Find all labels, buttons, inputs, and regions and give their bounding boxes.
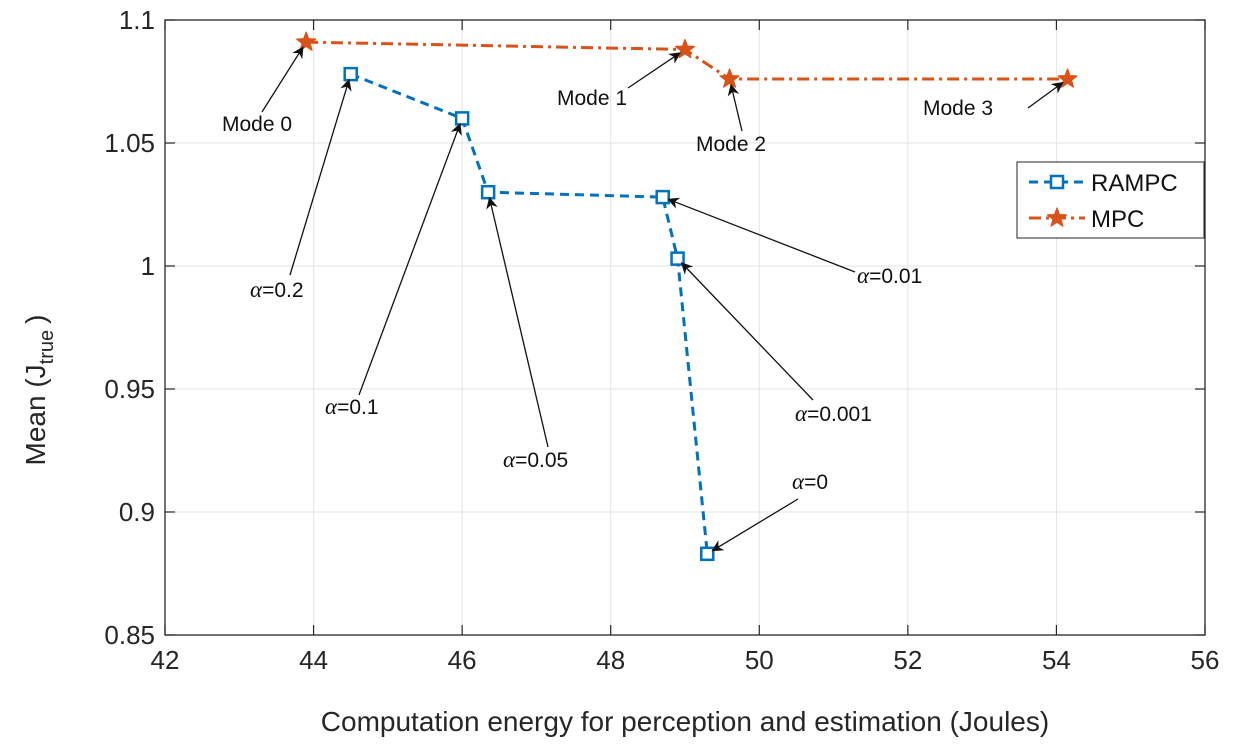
- x-tick-label: 52: [893, 645, 922, 675]
- annotation: Mode 0: [222, 46, 304, 136]
- x-tick-label: 48: [596, 645, 625, 675]
- axes-layer: 42 44 46 48 50 52 54 56 0.85 0.9 0.95 1 1.05 1.1: [104, 5, 1219, 675]
- data-point-rampc: [454, 111, 470, 126]
- annotation-value: =0.2: [262, 279, 303, 302]
- annotation-value: Mode 3: [923, 97, 993, 120]
- plot-frame: [164, 19, 1206, 636]
- annotation-label: α=0: [792, 469, 828, 494]
- annotation-alpha: α: [325, 394, 338, 419]
- y-tick-label: 0.85: [104, 620, 155, 650]
- annotation-label: α=0.05: [503, 447, 568, 472]
- x-tick-label: 46: [448, 645, 477, 675]
- legend-item-rampc: RAMPC: [1029, 170, 1178, 197]
- data-point-mpc: [674, 38, 696, 59]
- annotation-value: Mode 0: [222, 113, 292, 136]
- annotation-alpha: α: [795, 401, 808, 426]
- annotation: Mode 2: [696, 83, 766, 156]
- x-tick-label: 42: [151, 645, 180, 675]
- annotation: α=0: [711, 469, 828, 552]
- annotation-arrow: [667, 197, 856, 273]
- annotation-arrow: [261, 46, 304, 113]
- annotation-label: α=0.001: [795, 401, 872, 426]
- legend-label: RAMPC: [1091, 170, 1178, 197]
- data-point-rampc: [700, 546, 715, 562]
- annotation-label: α=0.2: [250, 277, 304, 302]
- series-mpc: [296, 31, 1078, 88]
- data-point-rampc: [670, 251, 685, 266]
- annotation-value: =0.05: [515, 449, 568, 472]
- data-point-mpc: [296, 31, 317, 51]
- annotation-alpha: α: [792, 469, 805, 494]
- legend-marker: [1049, 174, 1065, 190]
- annotation-label: Mode 2: [696, 133, 766, 156]
- annotation-label: α=0.1: [325, 394, 379, 419]
- x-tick-label: 44: [299, 645, 328, 675]
- annotation: α=0.01: [667, 197, 922, 288]
- legend: RAMPC MPC: [1016, 161, 1205, 239]
- data-point-rampc: [655, 189, 670, 205]
- annotation-alpha: α: [503, 447, 516, 472]
- annotation-alpha: α: [250, 277, 263, 302]
- y-tick-label: 1.1: [119, 5, 155, 35]
- data-point-rampc: [480, 184, 496, 200]
- y-tick-label: 1.05: [104, 128, 155, 158]
- annotation: Mode 3: [923, 81, 1064, 120]
- x-tick-label: 56: [1191, 645, 1220, 675]
- annotation-value: Mode 2: [696, 133, 766, 156]
- data-point-mpc: [1057, 68, 1078, 88]
- legend-box: [1016, 161, 1205, 239]
- series-layer: [296, 31, 1078, 562]
- grid-layer: [164, 19, 1206, 636]
- y-axis-title-subscript: true: [36, 330, 58, 364]
- annotation-arrow: [1027, 81, 1064, 109]
- x-tick-label: 50: [745, 645, 774, 675]
- annotation-value: Mode 1: [557, 87, 627, 110]
- annotation: α=0.1: [325, 122, 462, 419]
- legend-item-mpc: MPC: [1029, 206, 1144, 233]
- data-point-rampc: [343, 66, 358, 82]
- y-axis-title: Mean (Jtrue): [20, 315, 58, 466]
- annotation-label: Mode 1: [557, 87, 627, 110]
- x-tick-label: 54: [1042, 645, 1071, 675]
- annotation-value: =0.1: [337, 396, 378, 419]
- legend-marker: [1046, 207, 1068, 227]
- series-line-mpc: [306, 40, 1068, 81]
- data-point-mpc: [719, 68, 740, 88]
- annotation-label: Mode 0: [222, 113, 292, 136]
- annotation-value: =0.001: [807, 403, 872, 426]
- y-tick-label: 0.9: [119, 497, 155, 527]
- annotation-value: =0.01: [869, 265, 922, 288]
- annotation: α=0.001: [680, 262, 872, 426]
- annotation-arrow: [680, 262, 814, 401]
- y-tick-label: 1: [141, 251, 155, 281]
- series-rampc: [343, 66, 715, 562]
- annotation: Mode 1: [557, 52, 681, 110]
- annotation-label: Mode 3: [923, 97, 993, 120]
- annotation-label: α=0.01: [857, 263, 922, 288]
- y-tick-label: 0.95: [104, 374, 155, 404]
- annotation-arrow: [711, 498, 799, 552]
- annotation-value: =0: [804, 471, 828, 494]
- x-axis-title: Computation energy for perception and es…: [321, 706, 1049, 737]
- annotation-arrow: [486, 196, 549, 448]
- y-axis-title-close: ): [20, 315, 51, 324]
- series-line-rampc: [350, 72, 709, 554]
- annotation: α=0.2: [250, 78, 352, 302]
- annotation-arrow: [289, 78, 352, 276]
- legend-label: MPC: [1091, 206, 1144, 233]
- annotation-arrow: [358, 122, 462, 396]
- y-axis-title-main: Mean (J: [20, 364, 51, 465]
- annotation: α=0.05: [486, 196, 568, 472]
- annotation-arrow: [727, 83, 743, 132]
- annotation-arrow: [627, 52, 681, 89]
- annotation-alpha: α: [857, 263, 870, 288]
